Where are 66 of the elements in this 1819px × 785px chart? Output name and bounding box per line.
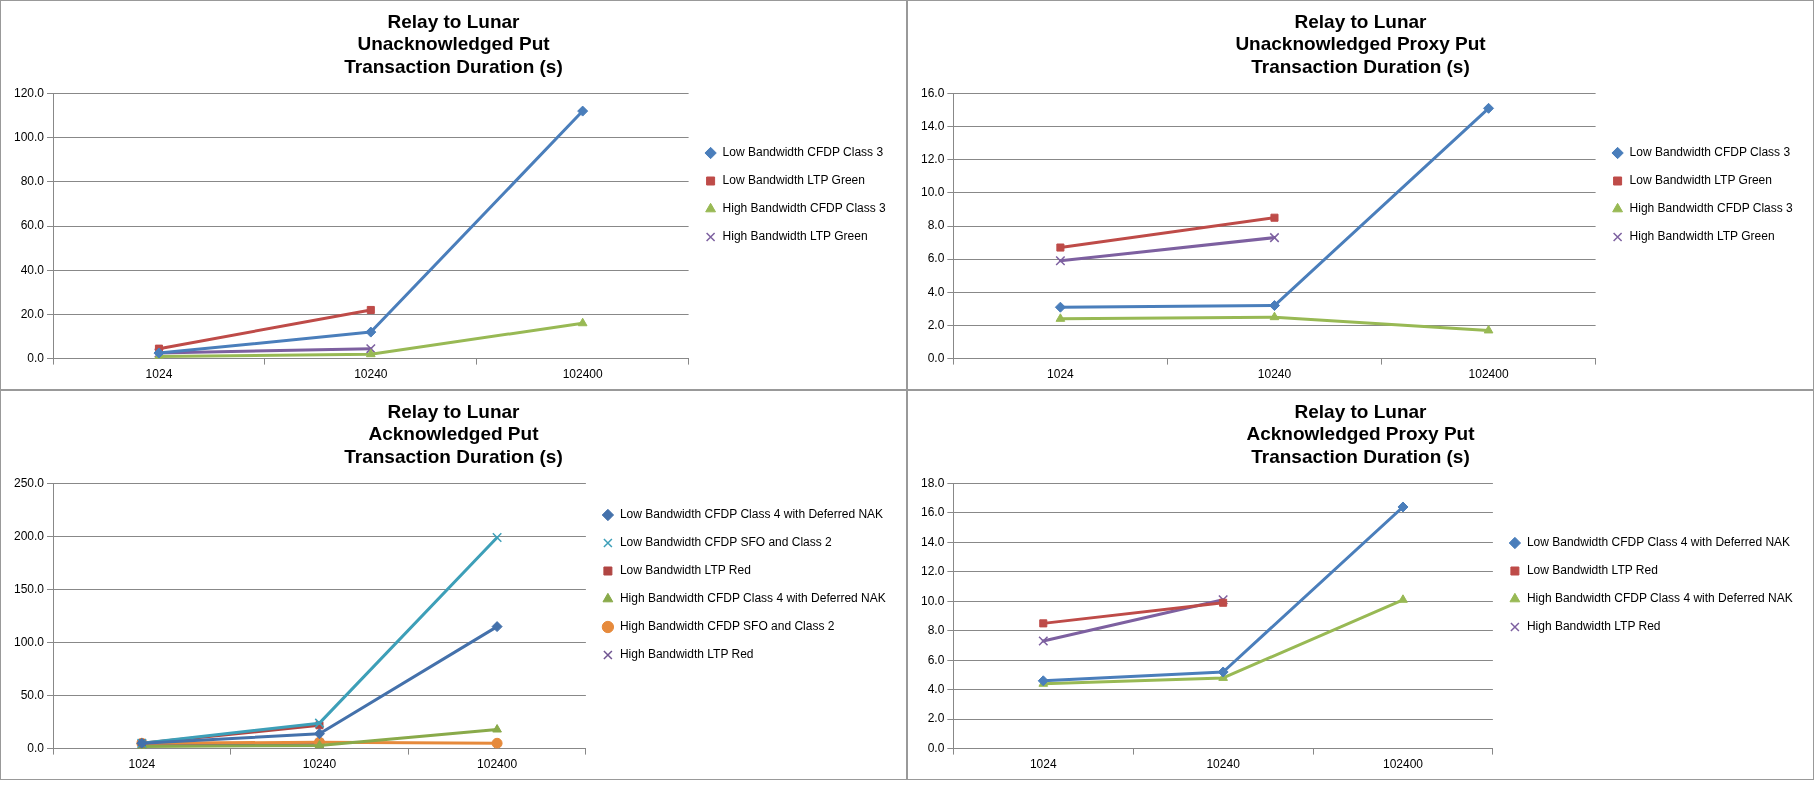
x-tick-label: 102400 [1468,367,1509,382]
y-tick-label: 10.0 [921,185,945,200]
legend-label: High Bandwidth CFDP SFO and Class 2 [619,619,835,634]
legend-label: Low Bandwidth CFDP Class 4 with Deferred NAK [619,507,884,522]
y-tick-label: 12.0 [921,152,945,167]
legend-label: High Bandwidth LTP Red [619,647,754,662]
y-tick-label: 14.0 [921,534,945,549]
legend-label: Low Bandwidth LTP Green [1629,173,1772,188]
y-tick-label: 20.0 [20,306,45,321]
y-tick-label: 0.0 [27,350,45,365]
legend-label: High Bandwidth LTP Red [1526,619,1661,634]
x-tick-label: 10240 [1257,367,1292,382]
y-tick-label: 16.0 [921,85,945,100]
x-tick-label: 102400 [562,367,604,382]
legend-label: Low Bandwidth CFDP Class 3 [1629,145,1791,160]
y-tick-label: 100.0 [14,634,45,649]
y-tick-label: 6.0 [927,652,945,667]
legend-label: High Bandwidth CFDP Class 4 with Deferred NAK [1526,591,1793,606]
chart-title: Relay to Lunar Unacknowledged Put Transaction Duration (s) [344,10,563,78]
y-tick-label: 8.0 [927,623,945,638]
chart-title: Relay to Lunar Unacknowledged Proxy Put Transaction Duration (s) [1235,10,1487,78]
legend-label: High Bandwidth CFDP Class 4 with Deferred NAK [619,591,886,606]
y-tick-label: 10.0 [921,593,945,608]
chart-title: Relay to Lunar Acknowledged Proxy Put Transaction Duration (s) [1246,400,1476,468]
y-tick-label: 60.0 [20,218,45,233]
y-tick-label: 0.0 [927,350,945,365]
y-tick-label: 200.0 [14,528,45,543]
x-tick-label: 1024 [1047,367,1075,382]
legend-label: High Bandwidth LTP Green [1629,229,1775,244]
y-tick-label: 12.0 [921,564,945,579]
x-tick-label: 1024 [145,367,173,382]
x-tick-label: 1024 [128,757,156,772]
legend-label: High Bandwidth LTP Green [722,229,868,244]
y-tick-label: 2.0 [927,711,945,726]
y-tick-label: 80.0 [20,174,45,189]
y-tick-label: 16.0 [921,505,945,520]
y-tick-label: 0.0 [927,740,945,755]
legend-label: High Bandwidth CFDP Class 3 [722,201,887,216]
y-tick-label: 40.0 [20,262,45,277]
y-tick-label: 50.0 [20,687,45,702]
y-tick-label: 100.0 [14,129,45,144]
y-tick-label: 120.0 [14,85,45,100]
y-tick-label: 250.0 [14,475,45,490]
y-tick-label: 14.0 [921,118,945,133]
legend-label: Low Bandwidth CFDP Class 4 with Deferred NAK [1526,535,1791,550]
x-tick-label: 10240 [302,757,337,772]
x-tick-label: 102400 [477,757,518,772]
legend-label: High Bandwidth CFDP Class 3 [1629,201,1794,216]
y-tick-label: 4.0 [927,284,945,299]
y-tick-label: 18.0 [921,475,945,490]
x-tick-label: 10240 [1206,757,1241,772]
x-tick-label: 10240 [354,367,388,382]
y-tick-label: 0.0 [27,740,45,755]
legend-label: Low Bandwidth LTP Green [722,173,865,188]
legend-label: Low Bandwidth LTP Red [619,563,751,578]
y-tick-label: 2.0 [927,317,945,332]
y-tick-label: 6.0 [927,251,945,266]
y-tick-label: 4.0 [927,681,945,696]
x-tick-label: 102400 [1382,757,1424,772]
legend-label: Low Bandwidth CFDP Class 3 [722,145,884,160]
legend-label: Low Bandwidth LTP Red [1526,563,1658,578]
x-tick-label: 1024 [1029,757,1057,772]
y-tick-label: 8.0 [927,218,945,233]
chart-title: Relay to Lunar Acknowledged Put Transaction Duration (s) [344,400,563,468]
legend-label: Low Bandwidth CFDP SFO and Class 2 [619,535,833,550]
y-tick-label: 150.0 [14,581,45,596]
